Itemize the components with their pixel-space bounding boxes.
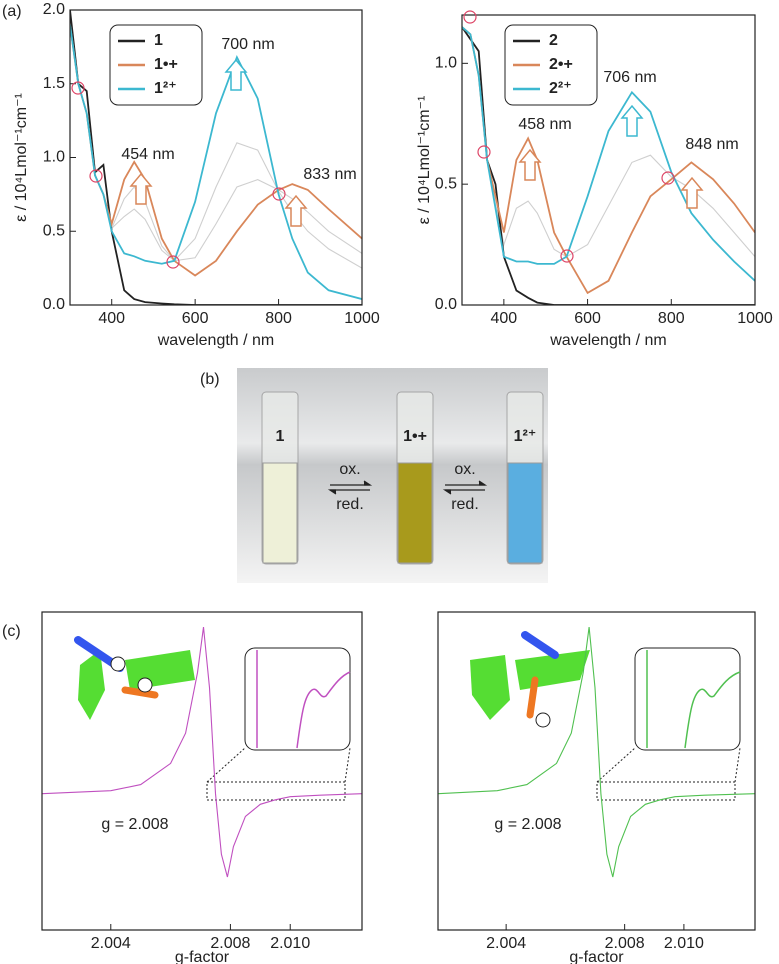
series-line xyxy=(70,10,362,305)
arrow-label: red. xyxy=(336,496,364,513)
annotation: 848 nm xyxy=(685,136,738,153)
x-tick-label: 1000 xyxy=(344,310,380,327)
y-axis-label: ε / 10⁴Lmol⁻¹cm⁻¹ xyxy=(416,96,433,225)
vials xyxy=(261,391,544,565)
arrow-label: ox. xyxy=(454,461,475,478)
y-axis-label: ε / 10⁴Lmol⁻¹cm⁻¹ xyxy=(13,93,30,222)
annotation: 458 nm xyxy=(518,116,571,133)
inset xyxy=(206,647,741,801)
x-tick-label: 1000 xyxy=(737,310,773,327)
y-tick-label: 1.0 xyxy=(435,55,457,72)
x-tick-label: 800 xyxy=(658,310,685,327)
x-tick-label: 2.004 xyxy=(486,935,526,952)
isosbestic-marker xyxy=(71,81,85,95)
series-line xyxy=(70,24,362,300)
y-tick-label: 1.0 xyxy=(43,149,65,166)
series-line xyxy=(438,627,755,878)
arrow-marker xyxy=(129,172,153,205)
x-tick-label: 2.004 xyxy=(91,935,131,952)
legend-label: 2²⁺ xyxy=(549,80,572,97)
isosbestic-marker xyxy=(661,171,675,185)
legend-box xyxy=(504,24,598,106)
vial-label: 1²⁺ xyxy=(514,428,537,445)
panel-label: (a) xyxy=(2,3,22,20)
y-tick-label: 0.5 xyxy=(435,175,457,192)
arrow-marker xyxy=(620,104,644,137)
panel-label: (b) xyxy=(200,371,220,388)
legend-label: 1 xyxy=(154,32,163,49)
legend-label: 2 xyxy=(549,32,558,49)
x-tick-label: 600 xyxy=(182,310,209,327)
vial-label: 1•+ xyxy=(403,428,427,445)
x-tick-label: 600 xyxy=(574,310,601,327)
legend-box xyxy=(109,24,203,106)
annotation: 706 nm xyxy=(603,69,656,86)
plot-frame xyxy=(461,14,756,306)
annotation: 454 nm xyxy=(121,146,174,163)
plot-frame xyxy=(41,611,363,931)
isosbestic-marker xyxy=(166,255,180,269)
annotation: g = 2.008 xyxy=(494,816,561,833)
x-tick-label: 2.008 xyxy=(605,935,645,952)
x-axis-label: wavelength / nm xyxy=(549,332,667,349)
molecule-right xyxy=(470,631,590,728)
y-tick-label: 0.0 xyxy=(43,296,65,313)
molecule-left xyxy=(74,636,195,720)
arrow-marker xyxy=(284,194,308,227)
x-tick-label: 2.008 xyxy=(210,935,250,952)
annotation: 700 nm xyxy=(221,36,274,53)
isosbestic-marker xyxy=(463,10,477,24)
isosbestic-marker xyxy=(477,145,491,159)
x-axis-label: wavelength / nm xyxy=(157,332,275,349)
series-line xyxy=(42,627,362,878)
isosbestic-marker xyxy=(272,187,286,201)
arrow-label: ox. xyxy=(339,461,360,478)
y-tick-label: 2.0 xyxy=(43,1,65,18)
x-tick-label: 2.010 xyxy=(270,935,310,952)
y-tick-label: 0.0 xyxy=(435,296,457,313)
vial-label: 1 xyxy=(276,428,285,445)
arrow-label: red. xyxy=(451,496,479,513)
annotation: g = 2.008 xyxy=(101,816,168,833)
x-tick-label: 400 xyxy=(98,310,125,327)
x-tick-label: 800 xyxy=(265,310,292,327)
x-axis-label: g-factor xyxy=(569,949,624,964)
annotation: 833 nm xyxy=(303,166,356,183)
legend-label: 1²⁺ xyxy=(154,80,177,97)
isosbestic-marker xyxy=(560,249,574,263)
arrow-marker xyxy=(680,176,704,209)
x-axis-label: g-factor xyxy=(175,949,230,964)
legend-label: 2•+ xyxy=(549,56,573,73)
arrow-marker xyxy=(224,58,248,91)
y-tick-label: 1.5 xyxy=(43,75,65,92)
x-tick-label: 400 xyxy=(491,310,518,327)
y-tick-label: 0.5 xyxy=(43,222,65,239)
legend-label: 1•+ xyxy=(154,56,178,73)
x-tick-label: 2.010 xyxy=(664,935,704,952)
arrow-marker xyxy=(518,148,542,181)
isosbestic-marker xyxy=(89,169,103,183)
panel-label: (c) xyxy=(2,623,21,640)
plot-frame xyxy=(437,611,756,931)
redox-arrows xyxy=(327,480,488,495)
